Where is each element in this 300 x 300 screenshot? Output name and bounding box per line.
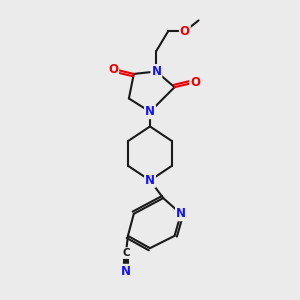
Text: O: O	[180, 25, 190, 38]
Text: C: C	[122, 248, 130, 258]
Text: O: O	[190, 76, 200, 89]
Text: N: N	[176, 207, 186, 220]
Text: N: N	[145, 174, 155, 187]
Text: N: N	[121, 265, 131, 278]
Text: O: O	[108, 62, 118, 76]
Text: N: N	[145, 105, 155, 118]
Text: N: N	[152, 65, 161, 78]
